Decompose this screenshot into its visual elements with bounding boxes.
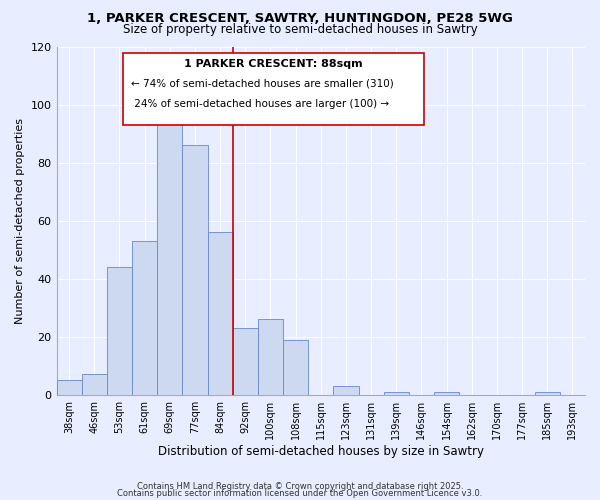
Text: Contains public sector information licensed under the Open Government Licence v3: Contains public sector information licen… (118, 489, 482, 498)
Text: ← 74% of semi-detached houses are smaller (310): ← 74% of semi-detached houses are smalle… (131, 79, 393, 89)
Bar (132, 241, 157, 394)
Text: 1, PARKER CRESCENT, SAWTRY, HUNTINGDON, PE28 5WG: 1, PARKER CRESCENT, SAWTRY, HUNTINGDON, … (87, 12, 513, 26)
Bar (56, 380, 82, 394)
Text: Size of property relative to semi-detached houses in Sawtry: Size of property relative to semi-detach… (122, 22, 478, 36)
Text: 1 PARKER CRESCENT: 88sqm: 1 PARKER CRESCENT: 88sqm (184, 60, 362, 70)
Bar (82, 374, 107, 394)
Text: 24% of semi-detached houses are larger (100) →: 24% of semi-detached houses are larger (… (131, 98, 389, 108)
Bar (157, 122, 182, 394)
Bar (434, 392, 459, 394)
Y-axis label: Number of semi-detached properties: Number of semi-detached properties (15, 118, 25, 324)
Bar (283, 340, 308, 394)
Bar (334, 386, 359, 394)
Bar (107, 267, 132, 394)
X-axis label: Distribution of semi-detached houses by size in Sawtry: Distribution of semi-detached houses by … (158, 444, 484, 458)
Bar (383, 392, 409, 394)
Bar (258, 320, 283, 394)
Bar (535, 392, 560, 394)
Bar (208, 232, 233, 394)
Bar (182, 145, 208, 394)
FancyBboxPatch shape (122, 54, 424, 125)
Text: Contains HM Land Registry data © Crown copyright and database right 2025.: Contains HM Land Registry data © Crown c… (137, 482, 463, 491)
Bar (233, 328, 258, 394)
